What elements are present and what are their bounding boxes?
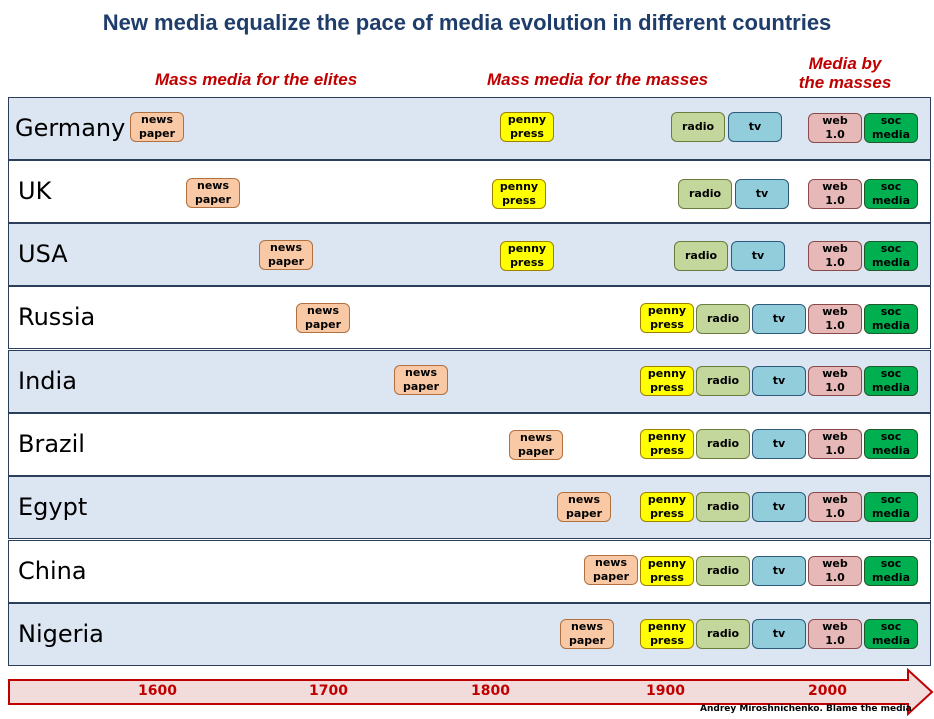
media-box-soc: soc media (864, 113, 918, 143)
year-tick-label: 1900 (646, 683, 685, 699)
year-tick-label: 2000 (808, 683, 847, 699)
era-label-elites: Mass media for the elites (155, 70, 358, 89)
country-row (8, 540, 931, 603)
media-box-tv: tv (735, 179, 789, 209)
country-name: USA (18, 240, 68, 268)
media-box-web: web 1.0 (808, 619, 862, 649)
media-box-news: news paper (557, 492, 611, 522)
media-box-web: web 1.0 (808, 429, 862, 459)
page-title: New media equalize the pace of media evo… (102, 10, 832, 35)
media-box-radio: radio (696, 492, 750, 522)
country-row (8, 413, 931, 476)
media-box-penny: penny press (640, 556, 694, 586)
media-box-tv: tv (752, 619, 806, 649)
media-box-penny: penny press (640, 303, 694, 333)
country-name: India (18, 367, 77, 395)
country-name: China (18, 557, 87, 585)
media-box-tv: tv (752, 304, 806, 334)
country-name: UK (18, 177, 52, 205)
country-row (8, 223, 931, 286)
country-row (8, 286, 931, 349)
media-box-soc: soc media (864, 366, 918, 396)
media-box-soc: soc media (864, 179, 918, 209)
media-box-radio: radio (696, 304, 750, 334)
media-box-soc: soc media (864, 556, 918, 586)
media-box-web: web 1.0 (808, 241, 862, 271)
media-box-soc: soc media (864, 619, 918, 649)
year-tick-label: 1800 (471, 683, 510, 699)
media-box-web: web 1.0 (808, 113, 862, 143)
media-box-tv: tv (728, 112, 782, 142)
media-box-soc: soc media (864, 241, 918, 271)
media-box-news: news paper (130, 112, 184, 142)
media-box-penny: penny press (640, 492, 694, 522)
country-name: Egypt (18, 493, 88, 521)
media-box-news: news paper (394, 365, 448, 395)
country-name: Brazil (18, 430, 85, 458)
media-box-tv: tv (731, 241, 785, 271)
era-label-masses: Mass media for the masses (487, 70, 709, 89)
media-box-radio: radio (696, 619, 750, 649)
media-box-penny: penny press (640, 619, 694, 649)
media-box-soc: soc media (864, 492, 918, 522)
media-box-news: news paper (509, 430, 563, 460)
country-name: Russia (18, 303, 96, 331)
media-box-soc: soc media (864, 429, 918, 459)
media-box-web: web 1.0 (808, 366, 862, 396)
media-box-radio: radio (671, 112, 725, 142)
media-box-news: news paper (560, 619, 614, 649)
country-name: Germany (15, 114, 126, 142)
timeline-arrow (8, 668, 934, 717)
media-box-penny: penny press (500, 241, 554, 271)
era-label-by-masses: Media by the masses (798, 54, 892, 92)
media-box-radio: radio (678, 179, 732, 209)
media-box-web: web 1.0 (808, 304, 862, 334)
media-box-penny: penny press (492, 179, 546, 209)
media-box-news: news paper (296, 303, 350, 333)
credit: Andrey Miroshnichenko. Blame the media (700, 704, 912, 714)
media-box-tv: tv (752, 492, 806, 522)
media-box-radio: radio (696, 556, 750, 586)
media-box-penny: penny press (640, 366, 694, 396)
year-tick-label: 1700 (309, 683, 348, 699)
media-box-penny: penny press (640, 429, 694, 459)
media-box-tv: tv (752, 366, 806, 396)
media-box-news: news paper (186, 178, 240, 208)
media-box-soc: soc media (864, 304, 918, 334)
country-name: Nigeria (18, 620, 104, 648)
media-box-penny: penny press (500, 112, 554, 142)
country-row (8, 160, 931, 223)
media-box-radio: radio (696, 366, 750, 396)
media-box-radio: radio (674, 241, 728, 271)
media-box-radio: radio (696, 429, 750, 459)
media-box-tv: tv (752, 556, 806, 586)
media-box-web: web 1.0 (808, 556, 862, 586)
media-box-web: web 1.0 (808, 179, 862, 209)
media-box-web: web 1.0 (808, 492, 862, 522)
media-box-news: news paper (259, 240, 313, 270)
media-box-tv: tv (752, 429, 806, 459)
year-tick-label: 1600 (138, 683, 177, 699)
media-box-news: news paper (584, 555, 638, 585)
